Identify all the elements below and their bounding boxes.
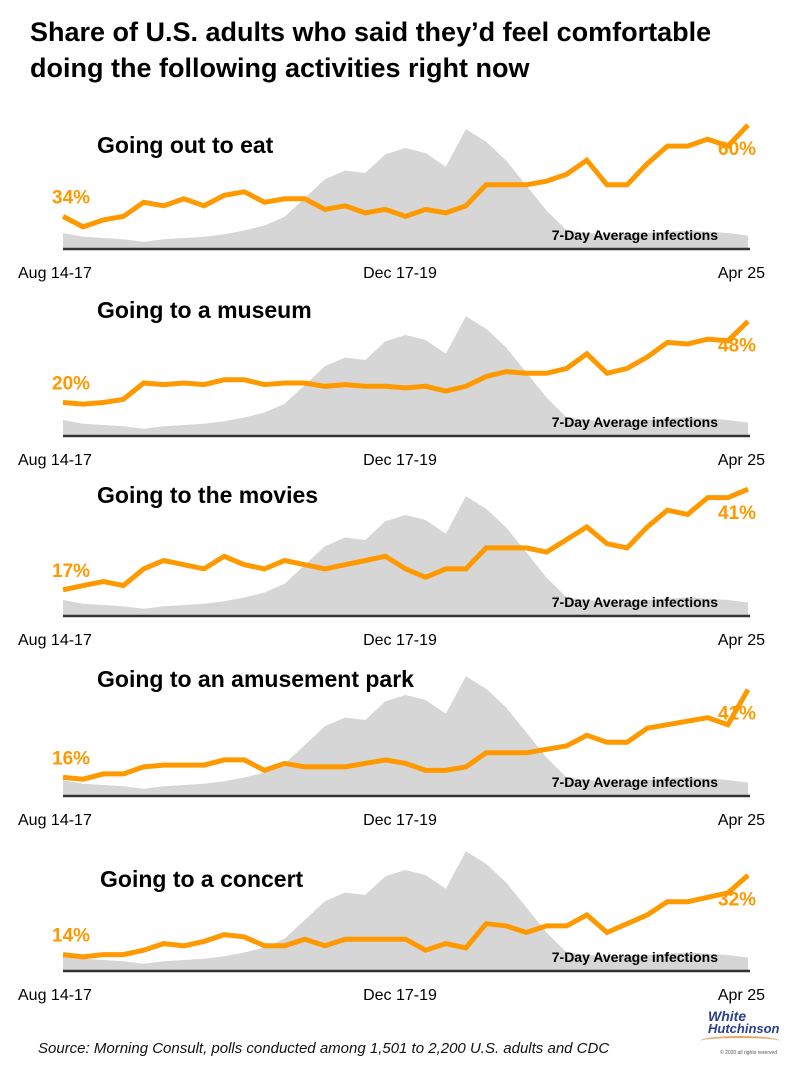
infections-area [63, 676, 748, 795]
panel-title: Going to a concert [100, 866, 304, 892]
logo-copyright: © 2020 all rights reserved [720, 1050, 778, 1056]
area-label: 7-Day Average infections [552, 414, 718, 430]
area-label: 7-Day Average infections [552, 594, 718, 610]
chart-title: Share of U.S. adults who said they’d fee… [30, 17, 712, 83]
end-value-label: 41% [718, 704, 756, 725]
end-value-label: 60% [718, 139, 756, 160]
panel-title: Going to the movies [97, 482, 318, 508]
x-tick-label: Dec 17-19 [363, 987, 437, 1004]
x-tick-label: Apr 25 [718, 632, 765, 649]
panel-title: Going to an amusement park [97, 666, 414, 692]
x-tick-label: Apr 25 [718, 265, 765, 282]
panel-1: Going out to eat 34% 60% 7-Day Average infe… [18, 123, 765, 282]
infections-area [63, 316, 748, 435]
x-tick-label: Dec 17-19 [363, 632, 437, 649]
x-tick-label: Apr 25 [718, 812, 765, 829]
x-tick-label: Dec 17-19 [363, 452, 437, 469]
x-tick-label: Aug 14-17 [18, 452, 92, 469]
end-value-label: 32% [718, 889, 756, 910]
start-value-label: 14% [52, 926, 90, 947]
x-tick-label: Apr 25 [718, 452, 765, 469]
end-value-label: 41% [718, 503, 756, 524]
x-tick-label: Aug 14-17 [18, 632, 92, 649]
x-tick-label: Dec 17-19 [363, 812, 437, 829]
source-note: Source: Morning Consult, polls conducted… [38, 1040, 610, 1057]
start-value-label: 20% [52, 374, 90, 395]
x-tick-label: Aug 14-17 [18, 812, 92, 829]
end-value-label: 48% [718, 335, 756, 356]
infections-area [63, 496, 748, 615]
area-label: 7-Day Average infections [552, 949, 718, 965]
logo-line2: Hutchinson [708, 1021, 780, 1036]
panel-5: Going to a concert 14% 32% 7-Day Average in… [18, 851, 765, 1004]
x-tick-label: Apr 25 [718, 987, 765, 1004]
panel-3: Going to the movies 17% 41% 7-Day Average i… [18, 482, 765, 649]
panel-title: Going out to eat [97, 132, 274, 158]
x-tick-label: Dec 17-19 [363, 265, 437, 282]
x-tick-label: Aug 14-17 [18, 265, 92, 282]
start-value-label: 34% [52, 187, 90, 208]
panel-2: Going to a museum 20% 48% 7-Day Average inf… [18, 297, 765, 469]
panel-title: Going to a museum [97, 297, 312, 323]
white-hutchinson-logo: White Hutchinson © 2020 all rights reser… [700, 1008, 780, 1060]
area-label: 7-Day Average infections [552, 227, 718, 243]
logo-swoosh [700, 1036, 780, 1046]
infections-area [63, 129, 748, 248]
logo-line1: White [708, 1008, 747, 1024]
x-tick-label: Aug 14-17 [18, 987, 92, 1004]
start-value-label: 17% [52, 561, 90, 582]
start-value-label: 16% [52, 748, 90, 769]
area-label: 7-Day Average infections [552, 774, 718, 790]
panel-4: Going to an amusement park 16% 41% 7-Day Av… [18, 666, 765, 829]
infections-area [63, 851, 748, 970]
